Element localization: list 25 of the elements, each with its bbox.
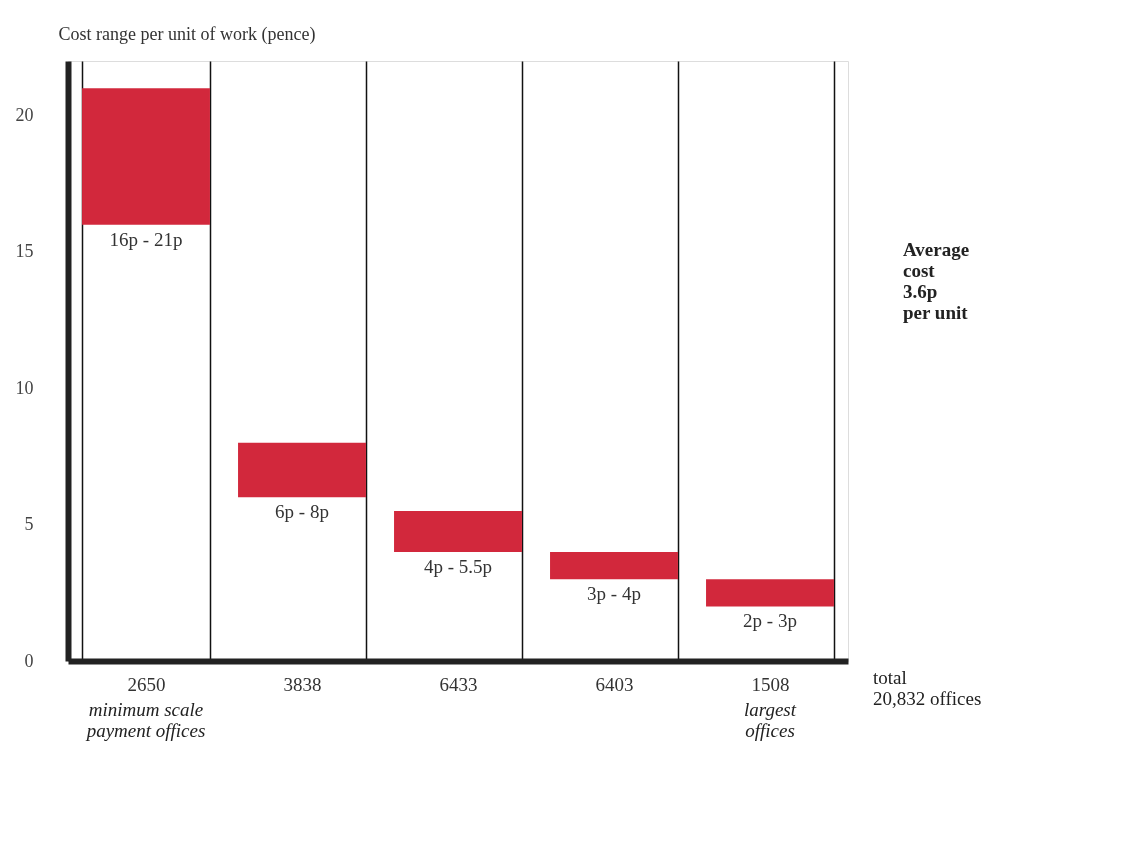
- y-tick-label: 10: [15, 377, 34, 398]
- x-tick-label: 2650: [127, 673, 166, 695]
- annotation: 6p - 8p: [275, 501, 329, 523]
- bar: [706, 579, 834, 607]
- annotation: 16p - 21p: [109, 228, 183, 250]
- text: Average cost 3.6p per unit: [903, 239, 970, 323]
- annotation: 4p - 5.5p: [423, 555, 493, 577]
- y-tick-label: 5: [24, 514, 34, 535]
- text: minimum scale payment offices: [84, 699, 206, 741]
- x-tick-label: 6403: [595, 673, 634, 695]
- bar: [238, 442, 366, 498]
- y-tick-label: 0: [24, 650, 34, 671]
- x-tick-label: 1508: [751, 673, 790, 695]
- bar: [394, 511, 522, 552]
- bar: [82, 88, 210, 225]
- text: largest offices: [743, 699, 797, 741]
- y-tick-label: 15: [15, 241, 34, 262]
- bar: [550, 551, 678, 580]
- text: total 20,832 offices: [873, 667, 982, 709]
- x-tick-label: 6433: [439, 673, 478, 695]
- x-tick-label: 3838: [283, 673, 322, 695]
- y-tick-label: 20: [15, 105, 34, 126]
- y-axis-title: Cost range per unit of work (pence): [58, 23, 316, 45]
- annotation: 3p - 4p: [587, 583, 641, 605]
- annotation: 2p - 3p: [743, 610, 797, 632]
